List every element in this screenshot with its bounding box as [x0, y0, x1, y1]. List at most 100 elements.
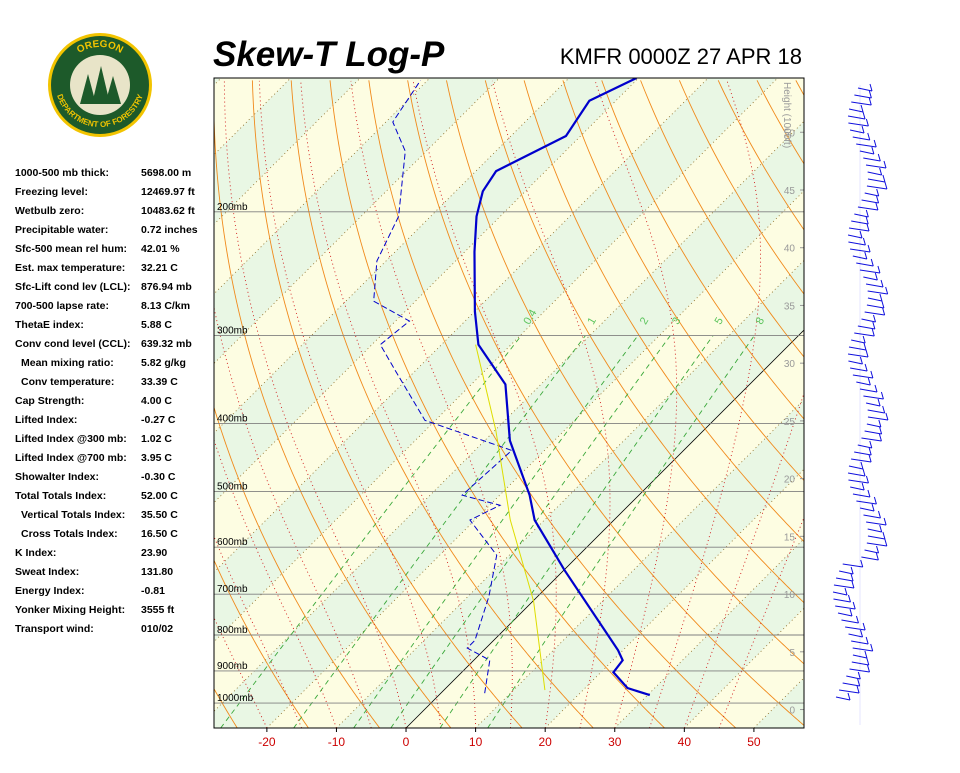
wind-barb [849, 668, 870, 673]
stat-value: 33.39 C [141, 376, 178, 388]
x-tick-label: 10 [469, 735, 483, 749]
wind-barb [854, 213, 869, 218]
wind-barb [856, 381, 871, 386]
y2-tick-label: 50 [784, 128, 796, 139]
wind-barb [860, 629, 864, 638]
wind-barb [866, 423, 881, 428]
stat-label: Conv temperature: [21, 376, 114, 388]
wind-barb [875, 552, 879, 561]
background-band [545, 469, 804, 728]
wind-barb [850, 248, 871, 253]
dry-adiabat [329, 80, 665, 728]
wind-barb [848, 465, 864, 470]
stat-label: Energy Index: [15, 585, 84, 597]
wind-barb [835, 696, 851, 701]
wind-barb [866, 657, 870, 666]
wind-barb [848, 360, 863, 365]
wind-barb [867, 290, 888, 295]
wind-barb [867, 244, 871, 253]
mixing-ratio-line [439, 335, 714, 728]
stat-value: 52.00 C [141, 490, 178, 502]
y-tick-label: 200mb [217, 202, 248, 213]
stat-value: 12469.97 ft [141, 186, 195, 198]
wind-barb [854, 451, 872, 456]
y2-tick-label: 0 [789, 706, 795, 717]
wind-barb [856, 685, 860, 694]
dry-adiabat [562, 80, 804, 482]
wind-barb [859, 356, 863, 365]
wind-barb [873, 314, 876, 323]
dry-adiabat [795, 80, 804, 97]
logo-tree [80, 74, 96, 104]
wind-barb [851, 640, 869, 645]
stat-label: 1000-500 mb thick: [15, 167, 109, 179]
wind-barb [857, 325, 875, 330]
wind-barb [835, 605, 856, 610]
wind-barb [866, 542, 887, 547]
dry-adiabat [446, 80, 804, 665]
wind-barb [877, 153, 881, 162]
stat-value: -0.27 C [141, 414, 176, 426]
plot-frame [213, 77, 805, 729]
chart-subtitle: KMFR 0000Z 27 APR 18 [560, 44, 802, 69]
wind-barb [864, 430, 882, 435]
profile-line [475, 344, 546, 691]
dry-adiabat [523, 80, 804, 543]
wind-barb [852, 255, 867, 260]
logo-tree [92, 66, 110, 104]
wind-barb [876, 188, 880, 197]
wind-barb [847, 115, 866, 120]
wind-barb [847, 353, 869, 358]
wind-barb [859, 507, 875, 512]
stats-table: 1000-500 mb thick: 5698.00 m Freezing leve… [15, 167, 198, 635]
wind-barb [866, 223, 870, 232]
wind-barb [861, 482, 865, 491]
wind-barb [882, 531, 886, 540]
stat-value: 639.32 mb [141, 338, 192, 350]
dry-adiabat [835, 80, 960, 728]
wind-barb [867, 171, 882, 176]
wind-barb [867, 132, 871, 141]
wind-barb [882, 174, 886, 183]
moist-adiabat [649, 80, 761, 728]
wind-barb [863, 276, 878, 281]
wind-barb [851, 339, 866, 344]
wind-barb [866, 185, 888, 190]
stat-label: Precipitable water: [15, 224, 108, 236]
stat-label: Mean mixing ratio: [21, 357, 114, 369]
wind-barb [868, 90, 872, 99]
background-band [214, 78, 778, 642]
wind-barb [879, 524, 883, 533]
wind-barb [876, 195, 880, 204]
wind-barb [851, 580, 855, 589]
wind-barb [865, 636, 869, 645]
x-tick-label: 40 [678, 735, 692, 749]
y2-tick-label: 10 [784, 590, 796, 601]
wind-barb [861, 199, 879, 204]
mixing-ratio-line [390, 335, 671, 728]
wind-barb [863, 514, 881, 519]
wind-barb [880, 391, 884, 400]
dry-adiabat [214, 559, 309, 728]
wind-barb [877, 265, 881, 274]
wind-barb [863, 395, 884, 400]
wind-barb [852, 136, 870, 141]
y2-tick-label: 40 [784, 244, 796, 255]
wind-barb [884, 181, 888, 190]
wind-barb [879, 293, 883, 302]
wind-barb [870, 258, 874, 267]
wind-barb [870, 643, 874, 652]
wind-barb [861, 556, 879, 561]
wind-barb [867, 297, 883, 302]
wind-barb [852, 601, 856, 610]
background-band [336, 260, 804, 728]
moist-adiabat [412, 80, 557, 728]
wind-barb [867, 377, 871, 386]
wind-barb [857, 444, 872, 449]
wind-barb [852, 493, 871, 498]
dry-adiabat [873, 80, 960, 728]
x-tick-label: -10 [328, 735, 346, 749]
wind-barb [841, 619, 859, 624]
wind-barb [883, 517, 887, 526]
